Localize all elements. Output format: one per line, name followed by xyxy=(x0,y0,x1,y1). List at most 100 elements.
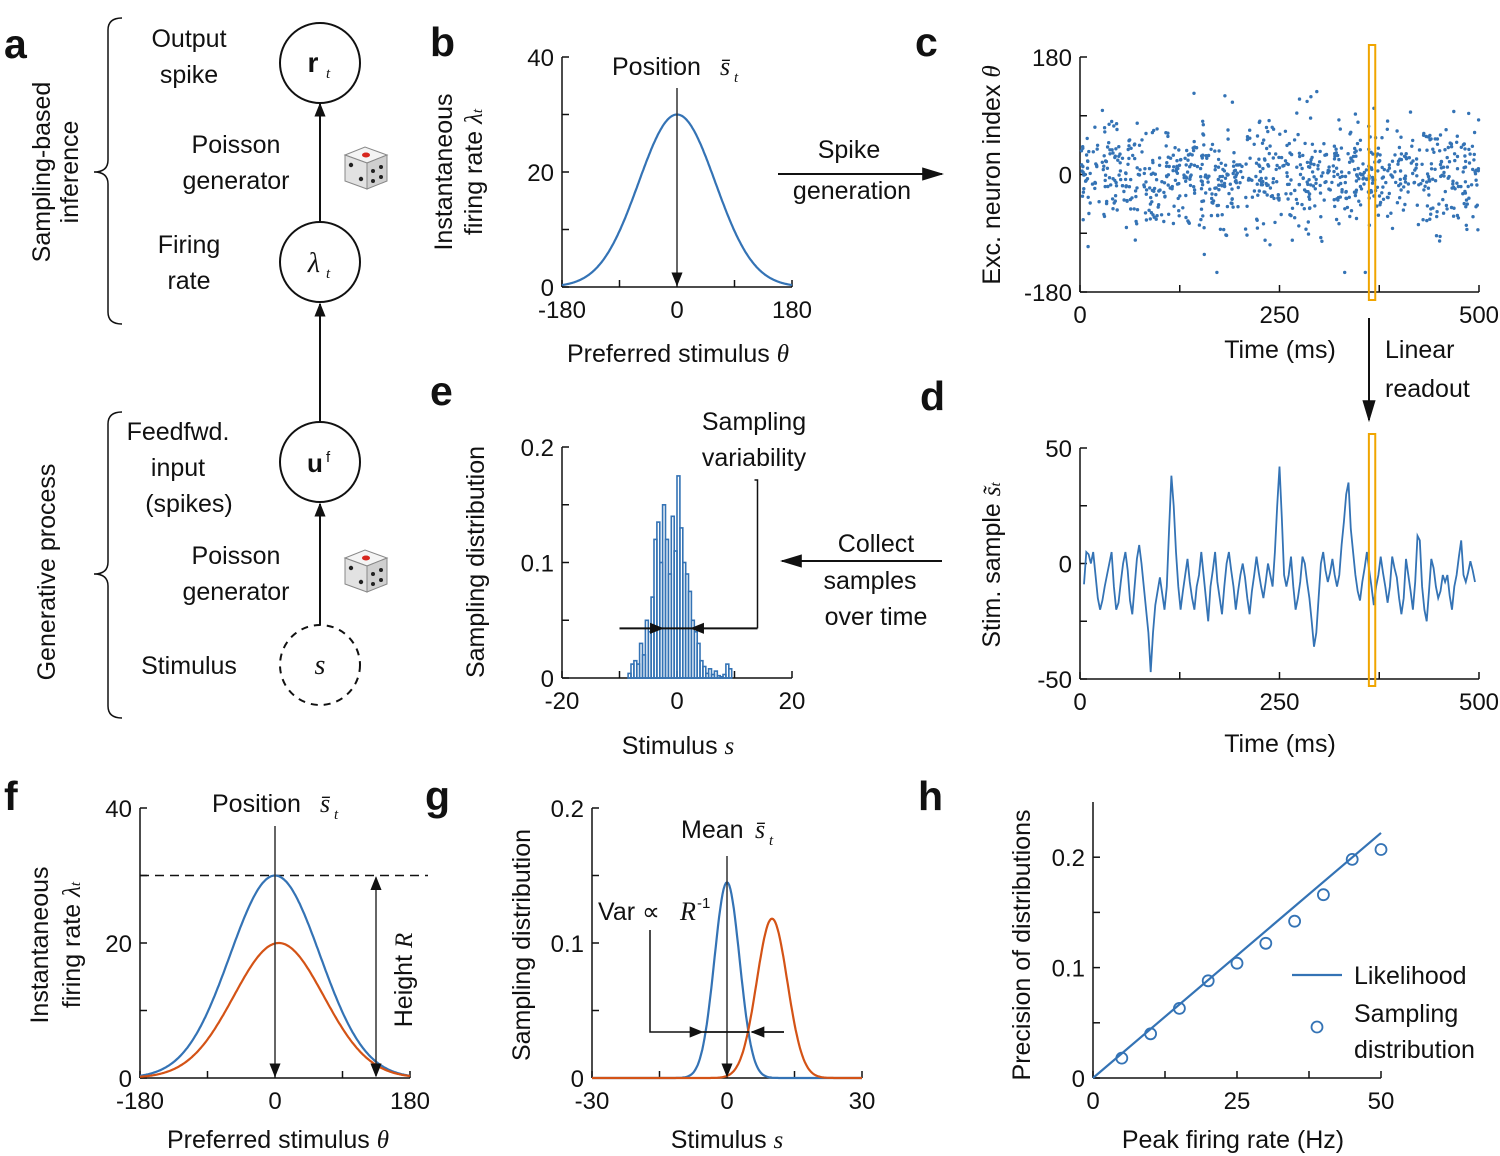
spike-point xyxy=(1308,160,1313,165)
spike-point xyxy=(1277,196,1281,200)
spike-point xyxy=(1271,180,1275,185)
spike-point xyxy=(1290,238,1295,242)
spike-point xyxy=(1427,179,1432,183)
spike-point xyxy=(1464,205,1468,209)
spike-point xyxy=(1445,165,1450,169)
spike-point xyxy=(1122,189,1126,194)
spike-point xyxy=(1297,97,1302,101)
y-tick-label: 0.1 xyxy=(1052,956,1085,983)
spike-point xyxy=(1463,159,1468,164)
spike-point xyxy=(1425,180,1429,184)
panel-letter-h: h xyxy=(918,773,943,819)
spike-point xyxy=(1102,164,1106,168)
spike-point xyxy=(1197,223,1202,227)
histogram-bar xyxy=(707,667,713,679)
spike-point xyxy=(1216,203,1221,208)
spike-point xyxy=(1442,170,1446,175)
spike-point xyxy=(1396,162,1400,166)
spike-point xyxy=(1304,227,1308,231)
spike-point xyxy=(1339,170,1344,174)
spike-point xyxy=(1318,191,1323,195)
spike-point xyxy=(1206,153,1211,158)
y-axis-label-part: Sampling distribution xyxy=(508,829,536,1061)
collect-label-3: over time xyxy=(825,603,928,631)
firing-label-2: rate xyxy=(167,267,210,295)
spike-point xyxy=(1250,195,1255,199)
spike-point xyxy=(1343,180,1348,185)
spike-point xyxy=(1133,189,1138,193)
spike-point xyxy=(1220,213,1224,217)
spike-point xyxy=(1298,154,1302,159)
spike-point xyxy=(1258,169,1263,174)
spike-point xyxy=(1476,169,1481,173)
spike-point xyxy=(1356,120,1360,124)
spike-point xyxy=(1226,137,1230,141)
spike-point xyxy=(1402,185,1406,189)
spike-point xyxy=(1461,143,1466,147)
spike-point xyxy=(1456,184,1461,189)
spike-point xyxy=(1333,204,1337,209)
spike-point xyxy=(1179,157,1183,162)
spike-point xyxy=(1390,159,1395,163)
spike-point xyxy=(1127,139,1131,143)
x-tick-label: 0 xyxy=(1073,689,1086,716)
spike-point xyxy=(1140,138,1144,142)
spike-point xyxy=(1104,159,1109,164)
spike-point xyxy=(1216,157,1221,162)
spike-point xyxy=(1432,150,1436,154)
x-axis-label-text: Stimulus xyxy=(671,1126,774,1154)
spike-point xyxy=(1166,155,1171,159)
spike-point xyxy=(1343,270,1347,275)
spike-point xyxy=(1369,150,1373,154)
spike-point xyxy=(1435,137,1440,141)
y-axis-label-part: θ xyxy=(979,65,1006,77)
spike-point xyxy=(1332,198,1336,202)
spike-point xyxy=(1337,222,1341,226)
spike-point xyxy=(1184,176,1189,180)
spike-point xyxy=(1435,214,1439,219)
spike-point xyxy=(1464,223,1469,227)
spike-point xyxy=(1378,159,1382,163)
node-u-sup: f xyxy=(326,449,331,466)
spike-point xyxy=(1181,206,1185,210)
poisson-bottom-label-1: Poisson xyxy=(192,542,281,570)
spike-point xyxy=(1132,143,1137,147)
spike-point xyxy=(1113,199,1118,203)
y-axis-label: Stim. sample s̃t xyxy=(978,482,1006,648)
spike-point xyxy=(1263,190,1267,194)
spike-point xyxy=(1455,181,1459,185)
spike-point xyxy=(1223,176,1228,180)
spike-point xyxy=(1295,165,1299,169)
spike-point xyxy=(1081,164,1085,169)
spike-point xyxy=(1187,221,1192,225)
spike-point xyxy=(1286,162,1291,167)
spike-point xyxy=(1182,173,1186,177)
spike-point xyxy=(1289,213,1293,218)
spike-point xyxy=(1462,201,1466,206)
sampling-variability-label-1: Sampling xyxy=(702,408,806,436)
spike-point xyxy=(1259,183,1264,187)
spike-point xyxy=(1403,174,1408,178)
spike-point xyxy=(1206,180,1210,184)
spike-point xyxy=(1184,163,1188,167)
spike-point xyxy=(1332,169,1336,174)
spike-point xyxy=(1271,156,1276,160)
spike-point xyxy=(1263,238,1267,242)
spike-point xyxy=(1428,217,1432,221)
spike-point xyxy=(1399,188,1403,192)
spike-point xyxy=(1210,196,1214,201)
spike-point xyxy=(1415,174,1419,178)
spike-point xyxy=(1217,149,1221,153)
spike-point xyxy=(1248,136,1252,140)
spike-point xyxy=(1403,202,1407,207)
spike-point xyxy=(1200,199,1204,204)
spike-point xyxy=(1110,197,1115,201)
spike-point xyxy=(1463,189,1467,194)
spike-point xyxy=(1199,217,1203,222)
y-axis-label: Sampling distribution xyxy=(508,829,536,1061)
y-tick-label: 0 xyxy=(541,666,554,693)
x-tick-label: 20 xyxy=(779,688,806,715)
spike-point xyxy=(1417,148,1422,152)
